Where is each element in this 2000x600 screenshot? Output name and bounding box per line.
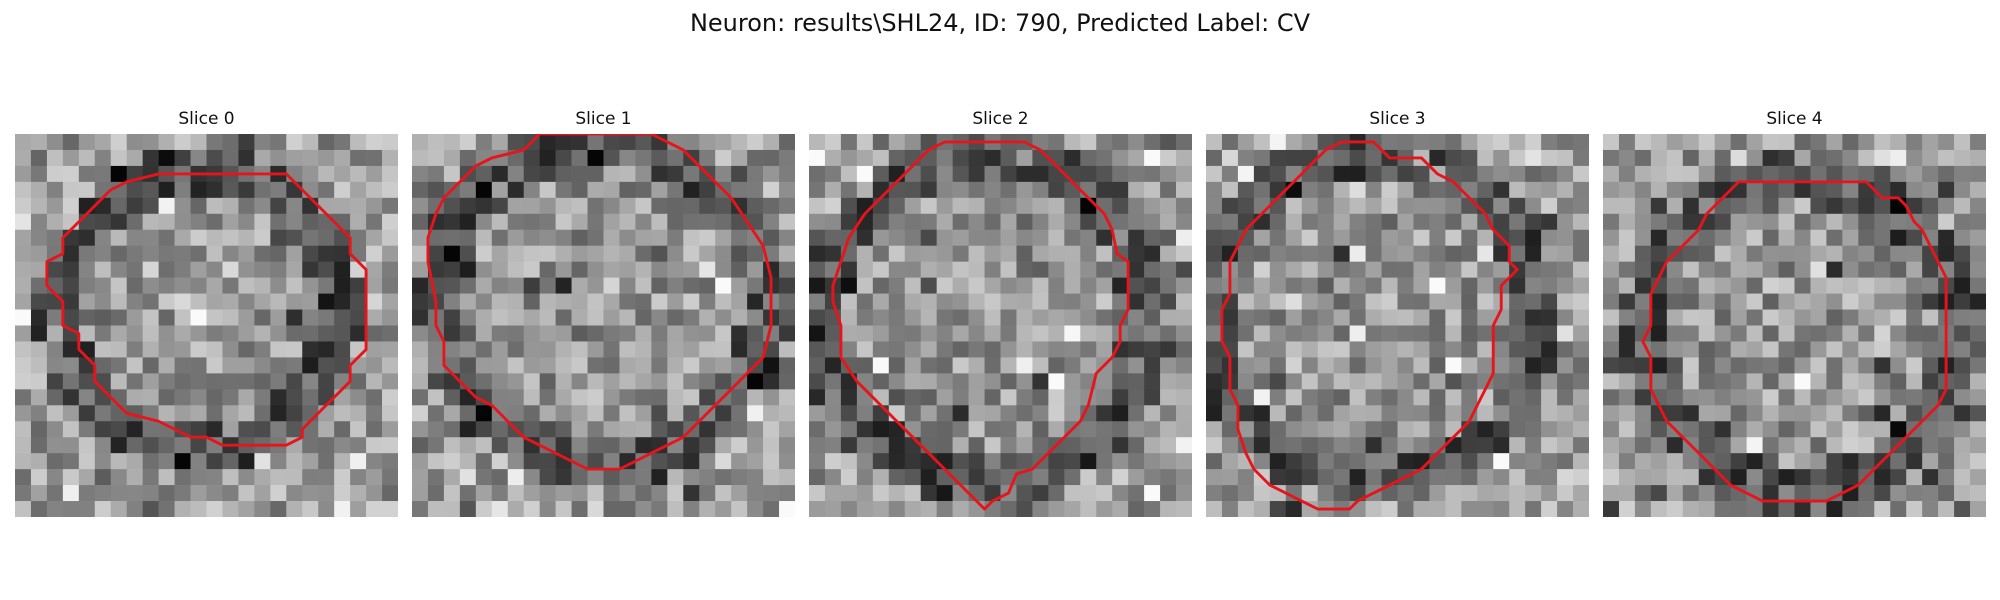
slice-3-image [1206,134,1589,517]
pixel-texture [15,134,398,517]
pixel-texture [1206,134,1589,517]
slice-4-image [1603,134,1986,517]
slice-1-svg [412,134,795,517]
slice-0-svg [15,134,398,517]
slice-1-title: Slice 1 [575,109,632,129]
segmentation-contour [45,172,368,447]
slice-3-svg [1206,134,1589,517]
slice-4-svg [1603,134,1986,517]
pixel-texture [809,134,1192,517]
segmentation-contour [1220,140,1519,511]
slice-0-title: Slice 0 [178,109,235,129]
figure-title: Neuron: results\SHL24, ID: 790, Predicte… [689,9,1311,37]
slice-0-image [15,134,398,517]
slice-2-svg [809,134,1192,517]
slice-3-title: Slice 3 [1369,109,1426,129]
slice-2-title: Slice 2 [972,109,1029,129]
pixel-texture [412,134,795,517]
slice-2-image [809,134,1192,517]
slice-1-image [412,134,795,517]
segmentation-contour [1641,180,1948,503]
pixel-texture [1603,134,1986,517]
slice-4-title: Slice 4 [1766,109,1823,129]
segmentation-contour [426,134,773,471]
segmentation-contour [831,140,1130,511]
